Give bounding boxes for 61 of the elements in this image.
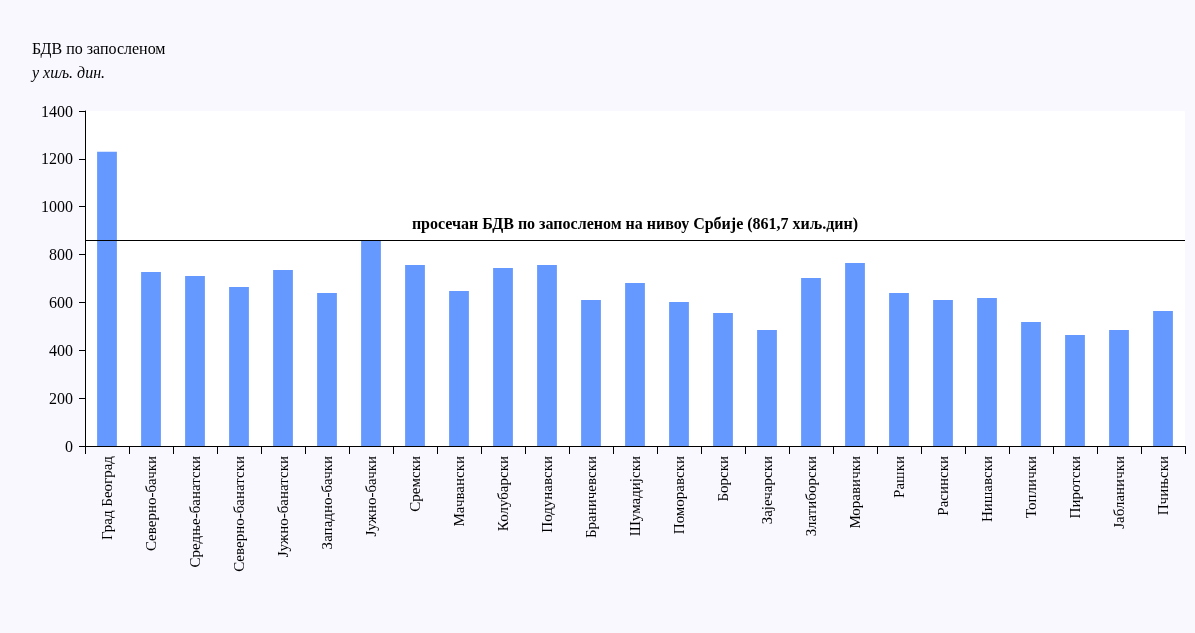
x-tick-label: Колубарски (495, 456, 511, 532)
x-tick-label: Зајечарски (759, 456, 775, 525)
x-tick-label: Топлички (1023, 456, 1039, 518)
x-tick-label: Моравички (847, 456, 863, 529)
x-tick-label: Подунавски (539, 456, 555, 533)
bar (1153, 311, 1173, 446)
bar (977, 298, 997, 446)
y-tick-label: 800 (49, 246, 73, 264)
bar (669, 301, 689, 446)
bar (493, 267, 513, 446)
bar (449, 290, 469, 446)
y-tick-label: 1000 (41, 198, 73, 216)
x-tick-label: Западно-бачки (319, 456, 335, 550)
bar (273, 269, 293, 446)
y-tick-label: 1400 (41, 102, 73, 120)
x-tick-label: Шумадијски (627, 456, 643, 537)
bar (1021, 322, 1041, 446)
bar (757, 329, 777, 446)
x-tick-label: Пчињски (1155, 456, 1171, 516)
x-tick-label: Сремски (407, 456, 423, 512)
bar (845, 262, 865, 446)
text: у хиљ. дин. (30, 63, 106, 82)
x-tick-label: Јужно-бачки (363, 456, 379, 537)
x-tick-label: Средње-банатски (187, 456, 203, 568)
x-tick-label: Град Београд (99, 455, 115, 540)
y-tick-label: 200 (49, 389, 73, 407)
x-tick-label: Северно-бачки (143, 456, 159, 552)
bar (317, 293, 337, 446)
x-tick-label: Златиборски (803, 456, 819, 537)
bar (405, 265, 425, 446)
bar (889, 293, 909, 446)
y-tick-label: 0 (65, 437, 73, 455)
bar (933, 300, 953, 446)
y-tick-label: 400 (49, 341, 73, 359)
bar (1065, 334, 1085, 446)
bar (625, 283, 645, 446)
y-tick-label: 1200 (41, 150, 73, 168)
x-tick-label: Борски (715, 456, 731, 502)
bar (97, 151, 117, 446)
x-tick-label: Мачвански (451, 456, 467, 527)
bar (801, 278, 821, 446)
bar (537, 265, 557, 446)
x-tick-label: Нишавски (979, 456, 995, 523)
x-tick-label: Јабланички (1111, 456, 1127, 529)
y-axis-title: БДВ по запосленом (32, 39, 166, 58)
bar (1109, 329, 1129, 446)
x-tick-label: Северно-банатски (231, 456, 247, 572)
bar (229, 287, 249, 446)
x-tick-label: Јужно-банатски (275, 456, 291, 558)
bar (713, 312, 733, 446)
bar (581, 300, 601, 446)
y-tick-label: 600 (49, 293, 73, 311)
x-tick-label: Поморавски (671, 456, 687, 535)
bar (141, 272, 161, 446)
x-tick-label: Рашки (891, 456, 907, 498)
bar (185, 276, 205, 446)
ref-line-label: просечан БДВ по запосленом на нивоу Србије (861,7 хиљ.дин) (411, 215, 859, 234)
x-tick-label: Браничевски (583, 456, 599, 538)
x-tick-label: Расински (935, 456, 951, 516)
x-tick-label: Пиротски (1067, 456, 1083, 519)
bar (361, 240, 381, 446)
